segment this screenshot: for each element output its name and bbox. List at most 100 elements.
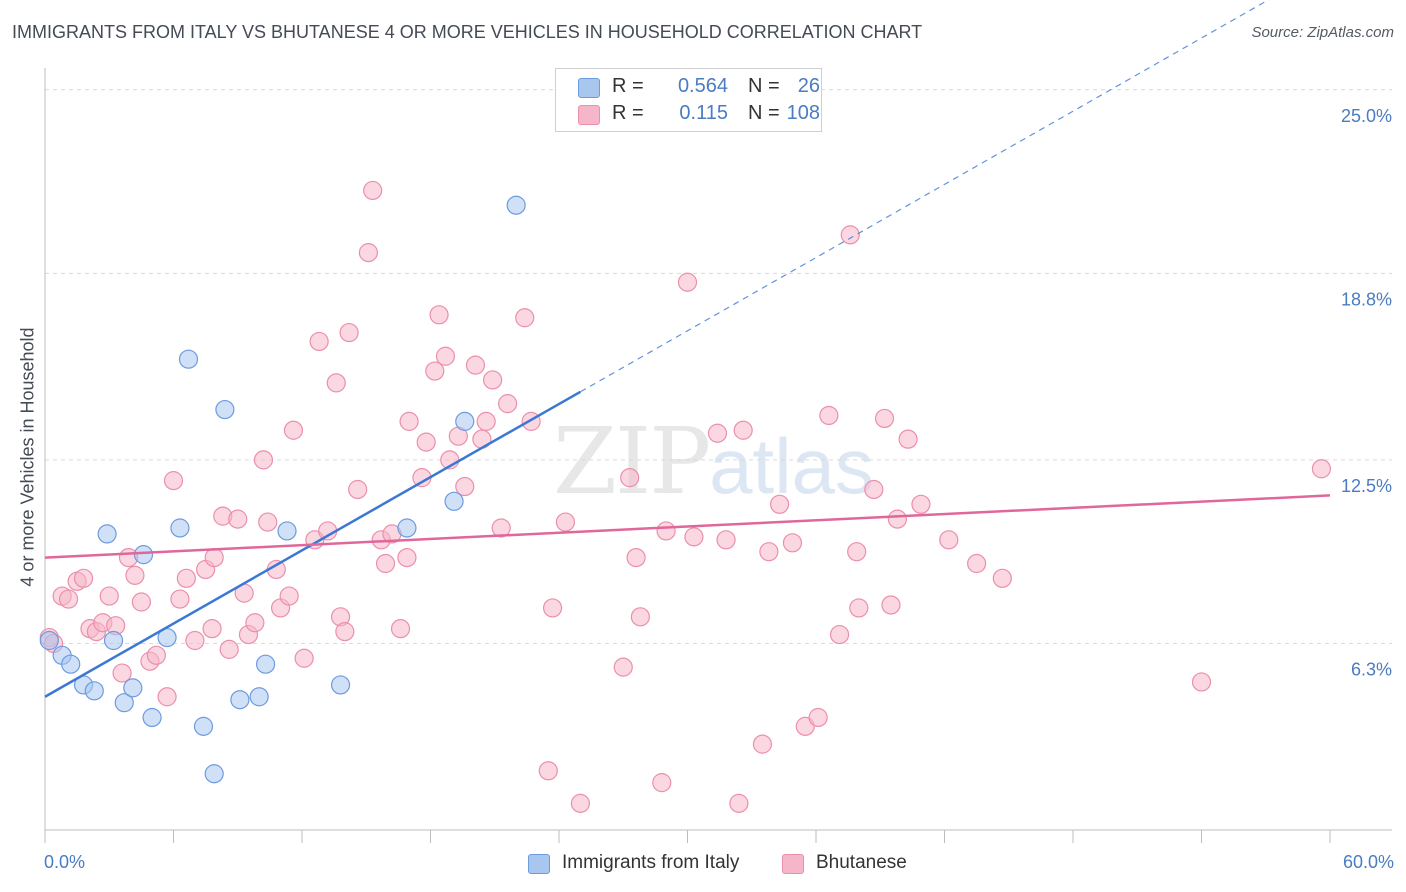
bhutanese-point [677,272,698,292]
y-tick-label: 18.8% [1341,289,1392,309]
italy-point [61,654,81,674]
bhutanese-point [416,432,436,452]
bhutanese-point [258,512,278,532]
bhutanese-point [99,586,119,606]
bhutanese-point [630,607,650,627]
bhutanese-point [455,476,475,497]
bhutanese-point [491,518,511,538]
bhutanese-point [375,553,396,574]
chart-title: IMMIGRANTS FROM ITALY VS BHUTANESE 4 OR … [12,22,923,42]
italy-point [277,521,297,541]
bhutanese-point [555,512,576,532]
bhutanese-point [219,639,239,659]
bhutanese-point [146,645,166,665]
bhutanese-point [170,589,190,609]
bhutanese-point [358,243,378,263]
bhutanese-point [1311,459,1332,479]
series-swatch-bhutanese [782,854,804,874]
bhutanese-point [898,429,918,449]
bhutanese-point [397,547,417,568]
bhutanese-point [864,479,884,500]
series-swatch-italy [528,854,550,874]
bhutanese-point [849,598,869,618]
bhutanese-point [613,657,633,677]
bhutanese-point [163,471,184,491]
bhutanese-point [847,542,867,562]
bhutanese-point [425,361,445,381]
bhutanese-point [125,565,145,585]
bhutanese-point [185,630,205,651]
y-tick-label: 12.5% [1341,476,1392,496]
italy-point [178,349,199,369]
bhutanese-point [967,553,987,574]
chart-source: Source: ZipAtlas.com [1251,24,1394,41]
bhutanese-point [829,624,850,645]
italy-point [215,399,235,420]
bhutanese-point [157,687,177,707]
italy-point [193,716,214,736]
bhutanese-point [279,586,299,606]
y-tick-label: 6.3% [1351,659,1392,679]
bhutanese-point [390,619,411,639]
italy-point [506,195,526,215]
italy-point [170,518,190,538]
bhutanese-point [253,450,274,470]
legend-r-label: R = [612,75,644,97]
bhutanese-point [112,663,132,683]
bhutanese-point [245,613,265,633]
bhutanese-point [348,479,368,500]
grid-layer [45,89,1392,644]
bhutanese-point [73,568,94,588]
legend-n-label: N = [748,75,780,97]
legend-swatch-bhutanese [578,105,600,125]
bhutanese-point [1191,672,1212,692]
legend-r-value-italy: 0.564 [677,75,728,97]
bhutanese-point [363,180,383,201]
bhutanese-point [684,527,704,547]
bhutanese-point [204,547,224,568]
trend-lines [44,0,1331,698]
italy-point [204,764,224,784]
italy-point [114,693,134,713]
legend-swatch-italy [578,78,600,98]
bhutanese-point [435,346,456,366]
series-label-italy: Immigrants from Italy [562,852,740,873]
bhutanese-trend-line [44,494,1331,559]
italy-point [123,678,143,698]
y-tick-labels: 25.0% 18.8% 12.5% 6.3% [1341,106,1392,680]
italy-point [397,518,417,538]
italy-point [103,630,124,651]
bhutanese-point [476,411,496,431]
italy-point [84,681,104,701]
bhutanese-point [326,373,346,393]
italy-point [249,687,269,707]
legend-r-label: R = [612,102,644,124]
bhutanese-point [652,773,672,793]
legend-r-value-bhutanese: 0.115 [679,102,728,124]
bhutanese-point [538,761,558,781]
italy-point [230,690,250,710]
italy-point [444,491,464,511]
bhutanese-point [819,405,839,426]
bhutanese-point [498,394,518,414]
bhutanese-point [656,521,676,541]
bhutanese-point [309,331,329,352]
bhutanese-point [228,509,248,529]
bhutanese-point [887,509,907,529]
italy-point [97,524,117,544]
bhutanese-point [176,568,196,588]
bhutanese-point [759,542,779,562]
x-tick-label-max: 60.0% [1342,852,1394,872]
legend-n-value-bhutanese: 108 [786,102,820,124]
bhutanese-point [294,648,314,668]
bhutanese-point [465,355,486,375]
bhutanese-point [881,595,901,615]
bhutanese-point [131,592,151,612]
bhutanese-point [729,793,749,813]
x-tick-label-min: 0.0% [44,852,86,872]
bhutanese-point [483,370,503,390]
bhutanese-point [840,225,860,245]
bhutanese-point [992,568,1012,588]
bhutanese-point [339,322,359,343]
